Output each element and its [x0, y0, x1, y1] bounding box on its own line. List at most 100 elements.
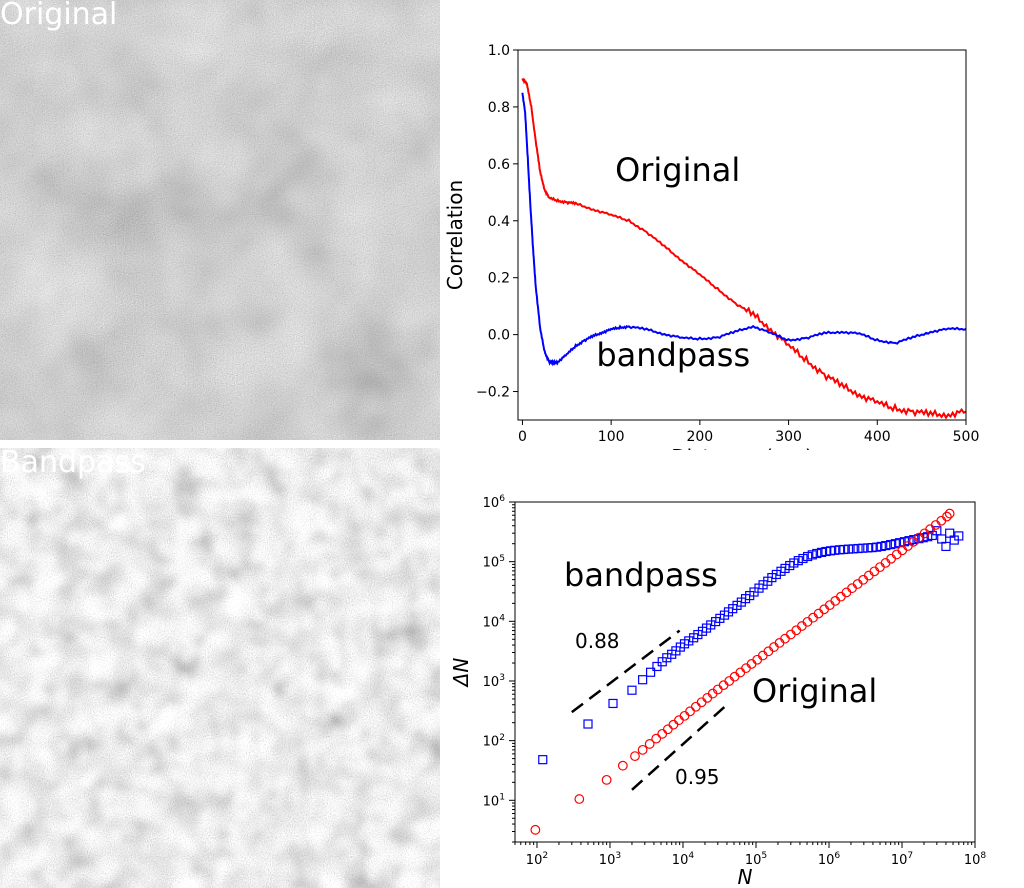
x-tick-label: 300 [775, 429, 802, 445]
bandpass-point [803, 551, 813, 562]
bandpass-point [937, 534, 947, 544]
y-tick-label: 0.8 [488, 100, 510, 116]
original-point [630, 751, 640, 762]
original-point [858, 574, 869, 585]
original-point [942, 511, 952, 522]
original-annotation: Original [752, 672, 877, 710]
bandpass-point [904, 536, 914, 546]
bandpass-point [830, 545, 840, 555]
original-point [651, 733, 662, 744]
original-point [841, 587, 852, 598]
x-tick-label: 102 [526, 851, 548, 868]
x-tick-label: 107 [891, 851, 914, 868]
y-tick-label: 105 [483, 554, 505, 571]
x-tick-label: 400 [864, 429, 891, 445]
y-tick-label: −0.2 [476, 385, 510, 401]
bandpass-point [798, 553, 808, 564]
bandpass-point [858, 543, 868, 553]
original-point [741, 663, 751, 674]
bandpass-point [793, 556, 803, 566]
y-tick-label: 106 [483, 494, 506, 511]
original-point [690, 701, 701, 712]
x-tick-label: 108 [964, 851, 987, 868]
plot-frame [517, 49, 967, 421]
bandpass-point [780, 563, 790, 574]
bandpass-point [684, 636, 694, 646]
bandpass-correlation-line [521, 92, 967, 367]
bandpass-point [715, 613, 725, 623]
x-tick-label: 100 [598, 429, 625, 445]
original-point [936, 515, 947, 526]
original-texture-image [0, 0, 440, 440]
x-tick-label: 106 [818, 851, 841, 868]
bandpass-point [706, 620, 716, 630]
original-point [769, 642, 779, 652]
y-axis-label: Correlation [443, 180, 467, 290]
original-point [752, 654, 763, 665]
original-point [930, 520, 941, 530]
x-tick-label: 0 [518, 429, 527, 445]
original-point [880, 558, 891, 568]
y-tick-label: 0.2 [488, 271, 510, 287]
bandpass-point [583, 719, 593, 729]
bandpass-panel-label: Bandpass [0, 448, 146, 480]
original-point [774, 637, 785, 648]
original-point [852, 579, 863, 589]
original-point [875, 562, 885, 573]
bandpass-annotation: bandpass [564, 556, 718, 594]
x-tick-label: 103 [599, 851, 622, 868]
original-point [819, 604, 830, 615]
original-point [735, 667, 746, 678]
reference-line-0-88 [571, 629, 681, 714]
bandpass-point [627, 685, 637, 695]
original-point [830, 595, 841, 606]
original-point [763, 646, 774, 657]
original-point [685, 706, 695, 717]
bandpass-point [954, 531, 964, 541]
original-point [718, 680, 729, 691]
original-point [696, 697, 707, 708]
bandpass-point [853, 543, 863, 554]
original-point [746, 659, 757, 669]
x-tick-label: 200 [686, 429, 713, 445]
original-point [657, 728, 668, 739]
original-point [679, 710, 690, 721]
original-point [835, 591, 846, 602]
original-point [780, 633, 790, 644]
original-point [574, 794, 585, 804]
bandpass-point [932, 526, 942, 536]
original-point [662, 724, 673, 735]
original-point [757, 650, 768, 661]
original-point [601, 774, 612, 785]
x-axis-label: N [738, 865, 753, 888]
original-point [729, 671, 740, 682]
bandpass-point [608, 698, 618, 709]
original-point [847, 583, 857, 594]
bandpass-point [538, 755, 548, 765]
bandpass-point [638, 675, 648, 685]
y-tick-label: 0.6 [488, 157, 510, 173]
bandpass-point [645, 667, 656, 677]
y-axis-label: ΔN [449, 658, 473, 689]
original-point [863, 570, 874, 581]
bandpass-point [693, 629, 703, 640]
original-point [869, 566, 880, 577]
original-point [724, 676, 735, 686]
x-axis-label: Distance (um) [671, 445, 813, 450]
original-point [886, 553, 897, 564]
y-tick-label: 104 [483, 613, 506, 630]
original-point [944, 508, 955, 519]
original-point [644, 739, 655, 749]
y-tick-label: 102 [483, 733, 505, 750]
bandpass-point [652, 661, 662, 672]
original-point [668, 719, 679, 730]
y-tick-label: 0.4 [488, 214, 510, 230]
bandpass-image-panel: Bandpass [0, 448, 440, 888]
original-panel-label: Original [0, 0, 118, 32]
x-tick-label: 105 [745, 851, 767, 868]
bandpass-texture-image [0, 448, 440, 888]
x-tick-label: 104 [672, 851, 695, 868]
original-point [674, 715, 684, 726]
bandpass-point [886, 540, 896, 550]
original-point [824, 600, 835, 611]
